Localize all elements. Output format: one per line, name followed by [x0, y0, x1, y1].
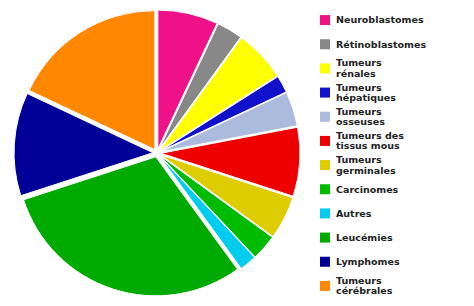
legend-swatch — [320, 63, 330, 73]
legend: Neuroblastomes Rétinoblastomes Tumeursréna… — [320, 14, 426, 296]
legend-swatch — [320, 136, 330, 146]
legend-swatch — [320, 88, 330, 98]
legend-item: Neuroblastomes — [320, 14, 424, 25]
legend-label: Tumeurs destissus mous — [336, 130, 404, 152]
legend-item: Tumeurs destissus mous — [320, 130, 404, 152]
legend-item: Leucémies — [320, 232, 393, 243]
legend-label: Rétinoblastomes — [336, 39, 426, 50]
legend-item: Rétinoblastomes — [320, 39, 426, 50]
legend-swatch — [320, 15, 330, 25]
legend-swatch — [320, 160, 330, 170]
pie-slice — [29, 11, 155, 150]
legend-swatch — [320, 184, 330, 194]
legend-item: Tumeurshépatiques — [320, 82, 396, 104]
legend-item: Tumeursosseuses — [320, 106, 385, 128]
legend-label: Tumeursosseuses — [336, 106, 385, 128]
legend-swatch — [320, 281, 330, 291]
pie — [14, 10, 300, 296]
chart: Neuroblastomes Rétinoblastomes Tumeursréna… — [0, 0, 474, 306]
legend-label: Tumeurshépatiques — [336, 82, 396, 104]
legend-label: Carcinomes — [336, 184, 399, 195]
legend-label: Autres — [336, 208, 372, 219]
legend-item: Tumeursrénales — [320, 57, 382, 79]
legend-label: Neuroblastomes — [336, 14, 424, 25]
legend-swatch — [320, 257, 330, 267]
legend-item: Tumeurscérébrales — [320, 275, 393, 297]
legend-item: Tumeursgerminales — [320, 154, 396, 176]
legend-item: Autres — [320, 208, 372, 219]
legend-label: Tumeursrénales — [336, 57, 382, 79]
legend-item: Lymphomes — [320, 256, 400, 267]
legend-swatch — [320, 39, 330, 49]
legend-label: Leucémies — [336, 232, 393, 243]
legend-swatch — [320, 233, 330, 243]
legend-swatch — [320, 112, 330, 122]
legend-item: Carcinomes — [320, 184, 399, 195]
legend-label: Tumeursgerminales — [336, 154, 396, 176]
legend-label: Lymphomes — [336, 256, 400, 267]
legend-label: Tumeurscérébrales — [336, 275, 393, 297]
legend-swatch — [320, 208, 330, 218]
